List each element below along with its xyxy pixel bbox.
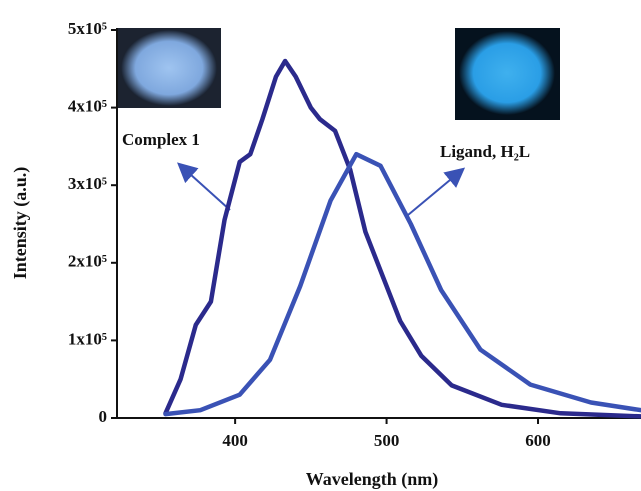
- y-tick-label: 3x10⁵: [68, 174, 107, 193]
- arrow: [407, 167, 466, 216]
- y-tick-label: 5x10⁵: [68, 19, 107, 38]
- y-axis-label: Intensity (a.u.): [10, 167, 31, 280]
- x-tick-label: 500: [374, 431, 400, 450]
- annotation: Ligand, H₂L: [440, 142, 530, 161]
- line-series: [163, 58, 641, 419]
- line-series: [163, 151, 641, 417]
- inset-complex-glow: [121, 30, 217, 106]
- annotation: Complex 1: [122, 130, 200, 149]
- y-tick-label: 4x10⁵: [68, 97, 107, 116]
- y-tick-label: 0: [99, 407, 108, 426]
- x-tick-label: 400: [222, 431, 248, 450]
- x-tick-label: 600: [525, 431, 551, 450]
- arrow: [177, 162, 231, 211]
- inset-ligand-glow: [459, 31, 555, 115]
- y-tick-label: 1x10⁵: [68, 329, 107, 348]
- x-axis-label: Wavelength (nm): [306, 469, 439, 490]
- y-tick-label: 2x10⁵: [68, 252, 107, 271]
